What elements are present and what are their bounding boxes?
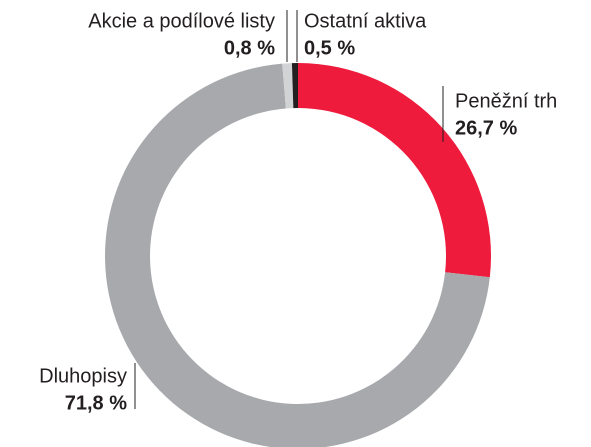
value-label: 26,7 %: [455, 117, 517, 139]
value-label: 0,8 %: [224, 37, 275, 59]
category-label: Peněžní trh: [455, 90, 557, 112]
donut-segment: [291, 63, 298, 109]
value-label: 0,5 %: [304, 37, 355, 59]
category-label: Dluhopisy: [39, 365, 127, 387]
donut-segment: [298, 63, 491, 278]
donut-segment: [282, 63, 294, 109]
category-label: Akcie a podílové listy: [88, 10, 275, 32]
category-label: Ostatní aktiva: [304, 10, 427, 32]
value-label: 71,8 %: [65, 392, 127, 414]
